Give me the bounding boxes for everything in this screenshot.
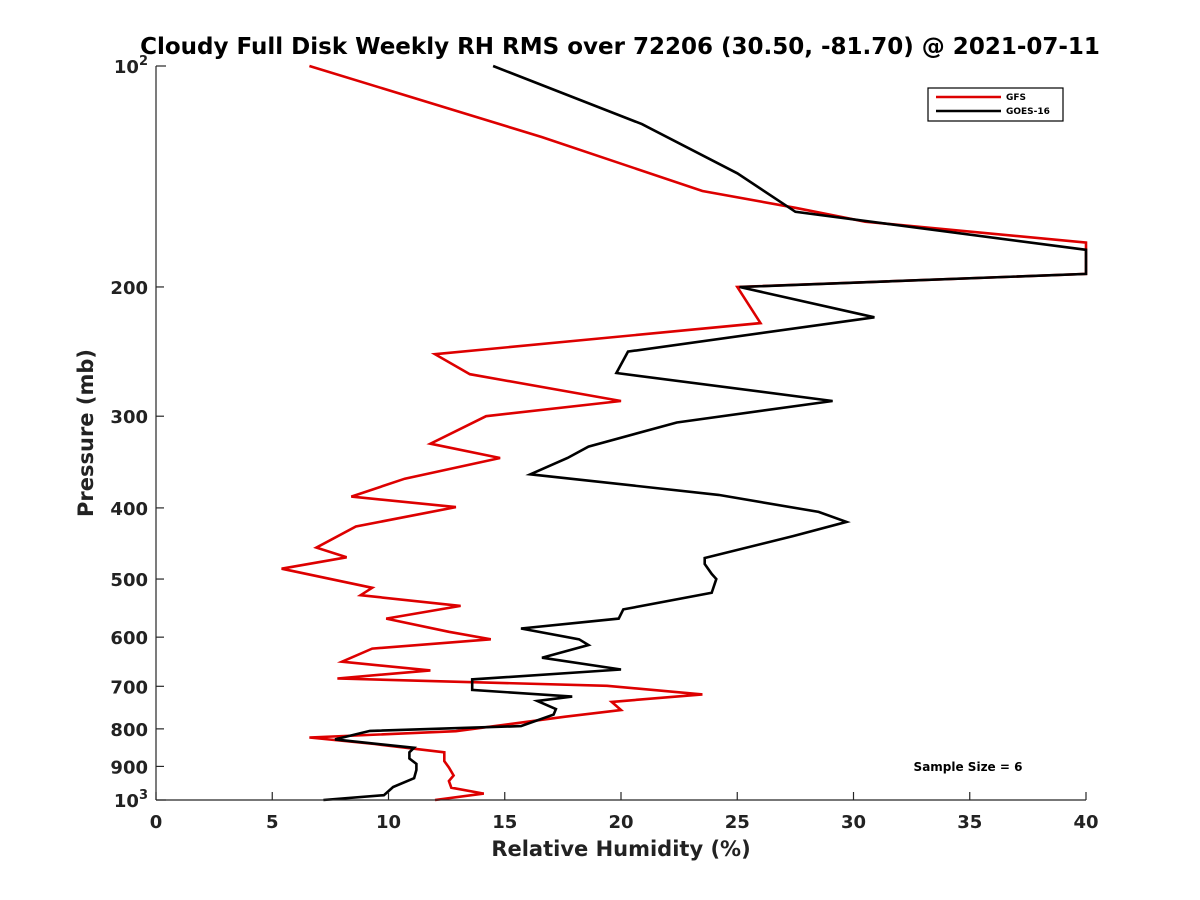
y-decade-tick-label: 102 <box>114 54 148 78</box>
y-tick-label: 400 <box>110 499 148 520</box>
y-tick-label: 900 <box>110 757 148 778</box>
plot-background <box>156 66 1086 800</box>
y-axis-label: Pressure (mb) <box>74 349 98 517</box>
x-tick-label: 35 <box>957 812 982 833</box>
y-tick-label: 800 <box>110 720 148 741</box>
x-tick-label: 40 <box>1073 812 1098 833</box>
legend-label-gfs: GFS <box>1006 93 1026 103</box>
x-ticks: 0 5 10 15 20 25 30 35 40 <box>150 792 1099 833</box>
x-axis-label: Relative Humidity (%) <box>491 837 750 861</box>
x-tick-label: 30 <box>841 812 866 833</box>
x-tick-label: 25 <box>725 812 750 833</box>
legend: GFS GOES-16 <box>927 87 1064 122</box>
y-tick-label: 700 <box>110 677 148 698</box>
y-tick-label: 500 <box>110 570 148 591</box>
y-tick-label: 200 <box>110 278 148 299</box>
legend-label-goes16: GOES-16 <box>1006 107 1050 117</box>
x-tick-label: 20 <box>608 812 633 833</box>
series-line-goes16 <box>323 64 1088 802</box>
x-tick-label: 15 <box>492 812 517 833</box>
x-tick-label: 0 <box>150 812 163 833</box>
y-tick-label: 600 <box>110 628 148 649</box>
x-tick-label: 5 <box>266 812 279 833</box>
x-tick-label: 10 <box>376 812 401 833</box>
chart-title: Cloudy Full Disk Weekly RH RMS over 7220… <box>140 34 1100 60</box>
plot-area <box>156 66 1086 800</box>
y-ticks: 200 300 400 500 600 700 800 900 102 103 <box>110 54 166 812</box>
y-decade-tick-label: 103 <box>114 788 148 812</box>
series-layer <box>281 64 1088 802</box>
sample-size-annotation: Sample Size = 6 <box>914 760 1023 774</box>
y-tick-label: 300 <box>110 407 148 428</box>
legend-box <box>927 87 1064 122</box>
